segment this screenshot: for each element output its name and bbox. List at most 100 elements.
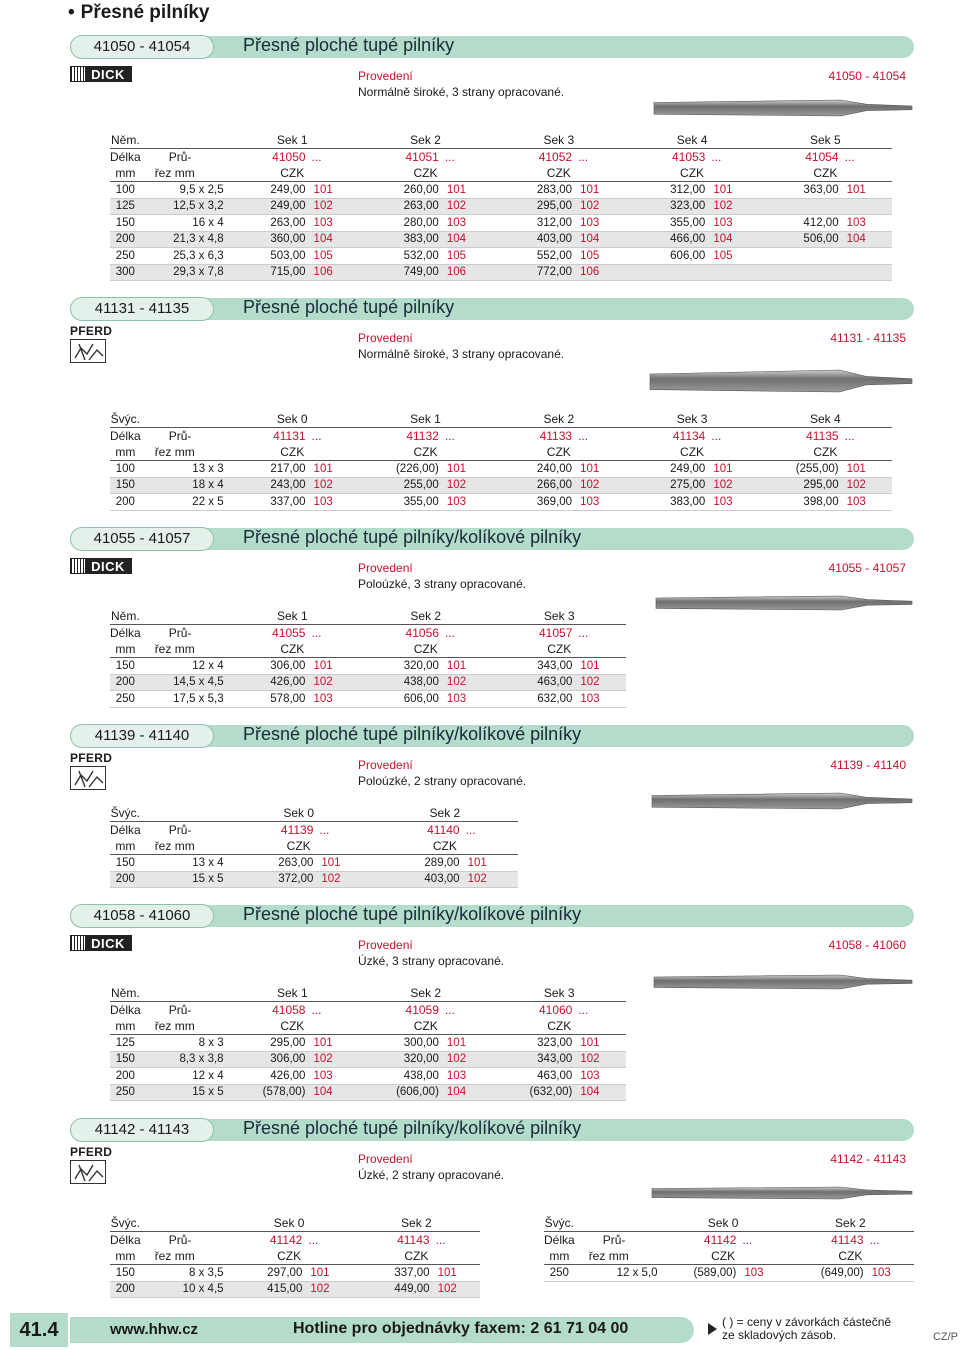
article-number: 41143 [831, 1233, 864, 1247]
cell-cut-code: 102 [838, 477, 892, 494]
cell-price: 320,00 [359, 657, 439, 675]
cell-price: 312,00 [625, 181, 706, 199]
article-number: 41055 [272, 626, 306, 640]
header-currency: CZK [359, 641, 493, 658]
header-unit-mm: mm [110, 641, 141, 658]
cell-price: 217,00 [225, 460, 306, 478]
header-unit-section: řez mm [140, 165, 226, 182]
table-row: 150 12 x 4 306,00 101 320,00 101 343,00 101 [110, 657, 626, 675]
provedeni-label: Provedení [358, 561, 413, 575]
cell-cut-code [705, 264, 759, 281]
header-unit-section: řez mm [140, 1018, 226, 1035]
header-cut-type: Něm. [110, 985, 141, 1002]
cell-length: 200 [110, 231, 141, 248]
cell-section: 12,5 x 3,2 [140, 198, 226, 215]
file-image [654, 594, 914, 619]
price-table: Švýc. Sek 0 Sek 2 Délka Prů- 41139... 41140...… [110, 805, 518, 888]
cell-length: 150 [110, 657, 141, 675]
cell-cut-code [838, 247, 892, 265]
cell-cut-code: 102 [438, 198, 493, 215]
dick-logo: DICK [70, 66, 132, 82]
cell-section: 18 x 4 [140, 477, 226, 494]
cell-price: 606,00 [359, 690, 439, 708]
provedeni-description: Normálně široké, 3 strany opracované. [358, 347, 565, 361]
article-number: 41140 [427, 823, 460, 837]
table-row: 200 12 x 4 426,00 103 438,00 103 463,00 103 [110, 1067, 626, 1085]
cell-length: 200 [110, 674, 141, 691]
header-currency: CZK [371, 838, 518, 855]
cell-length: 200 [110, 871, 141, 888]
cell-length: 150 [110, 854, 141, 872]
header-sek: Sek 3 [492, 608, 626, 625]
cell-cut-code: 105 [305, 247, 359, 265]
cell-price: 355,00 [625, 214, 706, 232]
provedeni-code: 41139 - 41140 [830, 758, 906, 772]
cell-price: 280,00 [358, 214, 439, 232]
cell-price: 438,00 [359, 1067, 439, 1085]
cell-price: 275,00 [625, 477, 706, 494]
cell-section: 21,3 x 4,8 [140, 231, 226, 248]
cell-cut-code: 102 [429, 1281, 480, 1298]
cell-cut-code: 103 [572, 214, 626, 232]
cell-cut-code: 101 [429, 1264, 480, 1282]
header-length: Délka [110, 823, 141, 837]
cell-price: 403,00 [492, 231, 573, 248]
header-cut-type: Švýc. [110, 1215, 141, 1232]
article-number: 41051 [405, 150, 439, 164]
language-code: CZ/P [932, 1331, 958, 1343]
cell-price: (589,00) [659, 1264, 737, 1282]
section-code: 41050 - 41054 [70, 35, 214, 59]
header-sek: Sek 1 [225, 985, 360, 1002]
cell-cut-code: 101 [438, 1034, 493, 1052]
cell-cut-code: 101 [459, 854, 518, 872]
provedeni-code: 41050 - 41054 [828, 69, 906, 83]
price-note: ( ) = ceny v závorkách částečně ze sklad… [722, 1315, 892, 1342]
cell-cut-code: 105 [438, 247, 493, 265]
cell-cut-code: 104 [572, 231, 626, 248]
header-currency: CZK [758, 444, 892, 461]
article-number: 41143 [397, 1233, 430, 1247]
cell-cut-code: 101 [438, 181, 493, 199]
article-number: 41056 [405, 626, 439, 640]
cell-price: 578,00 [225, 690, 306, 708]
cell-price: 772,00 [492, 264, 573, 281]
header-sek: Sek 1 [225, 132, 359, 149]
cell-length: 125 [110, 198, 141, 215]
cell-cut-code [838, 198, 892, 215]
cell-cut-code: 106 [438, 264, 493, 281]
header-sek: Sek 2 [358, 132, 493, 149]
website-link[interactable]: www.hhw.cz [110, 1321, 199, 1338]
table-row: 150 18 x 4 243,00 102 255,00 102 266,00 102 275,… [110, 477, 892, 494]
cell-price [758, 247, 839, 265]
cell-price: 249,00 [225, 181, 306, 199]
price-table: Švýc. Sek 0 Sek 2 Délka Prů- 41142... 41143...… [110, 1215, 480, 1298]
article-number: 41059 [405, 1003, 439, 1017]
cell-price: 263,00 [225, 854, 314, 872]
cell-cut-code: 103 [305, 493, 359, 511]
cell-section: 25,3 x 6,3 [140, 247, 226, 265]
cell-cut-code: 101 [572, 657, 626, 675]
header-section: Prů- [168, 1233, 192, 1247]
header-currency: CZK [492, 641, 626, 658]
header-unit-mm: mm [110, 1018, 141, 1035]
header-unit-mm: mm [110, 165, 141, 182]
price-table: Něm. Sek 1 Sek 2 Sek 3 Sek 4 Sek 5 Délka Prů- 41… [110, 132, 892, 281]
cell-cut-code: 104 [305, 1084, 360, 1101]
cell-cut-code: 101 [305, 460, 359, 478]
table-row: 250 15 x 5 (578,00) 104 (606,00) 104 (632,00) 1… [110, 1084, 626, 1101]
table-row: 250 17,5 x 5,3 578,00 103 606,00 103 632,00 103 [110, 690, 626, 708]
article-number: 41133 [539, 429, 573, 443]
cell-cut-code: 104 [305, 231, 359, 248]
cell-cut-code: 103 [438, 690, 493, 708]
table-row: 300 29,3 x 7,8 715,00 106 749,00 106 772,00 106 [110, 264, 892, 281]
cell-section: 13 x 3 [140, 460, 226, 478]
provedeni-label: Provedení [358, 1152, 413, 1166]
cell-length: 150 [110, 1264, 141, 1282]
cell-length: 250 [110, 247, 141, 265]
dick-logo: DICK [70, 935, 132, 951]
cell-price: 295,00 [225, 1034, 306, 1052]
cell-cut-code: 103 [572, 690, 626, 708]
article-number: 41134 [672, 429, 706, 443]
cell-price: 306,00 [225, 657, 306, 675]
header-sek: Sek 0 [225, 411, 359, 428]
